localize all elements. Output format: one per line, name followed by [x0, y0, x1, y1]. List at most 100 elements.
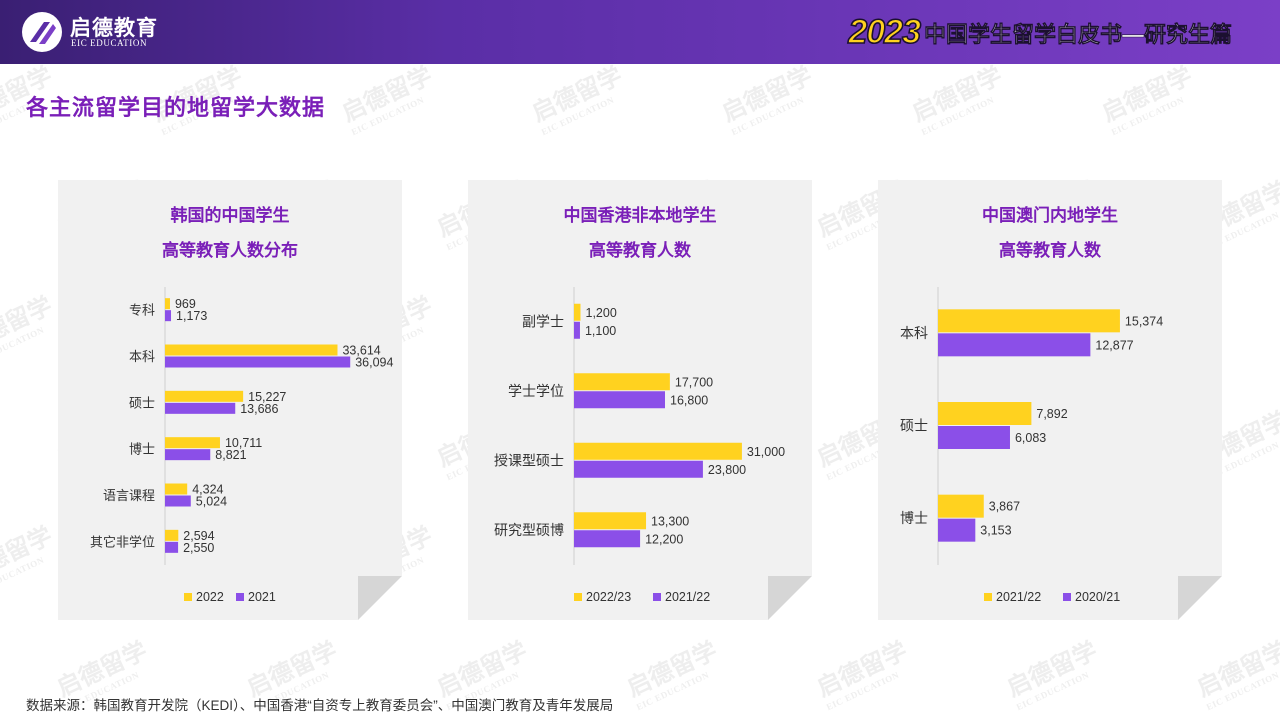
chart-title-line: 高等教育人数分布 [162, 241, 298, 260]
data-label: 31,000 [747, 445, 785, 459]
data-source-note: 数据来源：韩国教育开发院（KEDI）、中国香港“自资专上教育委员会”、中国澳门教… [26, 698, 614, 713]
legend-label: 2020/21 [1075, 590, 1120, 604]
category-label: 博士 [900, 510, 928, 526]
legend-swatch [236, 593, 244, 601]
chart-title-hongkong: 中国香港非本地学生 高等教育人数 [468, 198, 812, 268]
data-label: 10,711 [225, 436, 262, 450]
data-label: 7,892 [1036, 407, 1067, 421]
legend-label: 2021/22 [996, 590, 1041, 604]
data-label: 33,614 [342, 344, 380, 358]
data-label: 3,867 [989, 500, 1020, 514]
data-label: 2,550 [183, 541, 214, 555]
brand-name-en: EIC EDUCATION [71, 38, 148, 48]
bar-previous [165, 310, 172, 322]
data-label: 1,173 [176, 309, 207, 323]
chart-hongkong: 副学士 1,200 1,100 学士学位 17,700 16,800 授课型硕士 31,000… [494, 287, 785, 604]
data-label: 15,374 [1125, 314, 1163, 328]
page-fold-decoration [768, 576, 812, 620]
data-label: 1,200 [586, 306, 617, 320]
chart-title-line: 韩国的中国学生 [170, 206, 290, 225]
data-label: 4,324 [192, 483, 223, 497]
bar-current [574, 442, 742, 460]
category-label: 硕士 [900, 418, 928, 434]
chart-title-korea: 韩国的中国学生 高等教育人数分布 [58, 198, 402, 268]
eic-logo-icon [22, 12, 62, 52]
data-label: 6,083 [1015, 431, 1046, 445]
bar-current [165, 298, 170, 310]
bar-current [938, 402, 1032, 425]
bar-current [574, 303, 581, 321]
legend-swatch [574, 593, 582, 601]
chart-panel-macau: 中国澳门内地学生 高等教育人数 本科 15,374 12,877 硕士 7,892 6,0… [878, 180, 1222, 620]
data-label: 12,877 [1095, 338, 1133, 352]
bar-current [938, 309, 1120, 333]
bar-previous [165, 356, 351, 368]
bar-previous [165, 449, 211, 461]
chart-title-line: 高等教育人数 [589, 241, 691, 260]
data-label: 969 [175, 297, 196, 311]
category-label: 本科 [129, 349, 155, 364]
page-fold-decoration [358, 576, 402, 620]
chart-title-line: 中国澳门内地学生 [982, 206, 1118, 225]
bar-current [165, 483, 188, 495]
bar-previous [938, 518, 976, 542]
category-label: 本科 [900, 325, 928, 341]
category-label: 授课型硕士 [494, 452, 564, 468]
chart-panel-korea: 韩国的中国学生 高等教育人数分布 专科 969 1,173 本科 33,614 36,09… [58, 180, 402, 620]
data-label: 17,700 [675, 375, 713, 389]
data-label: 13,300 [651, 514, 689, 528]
bar-previous [165, 402, 236, 414]
bar-previous [938, 426, 1010, 449]
bar-current [165, 344, 338, 356]
bar-current [165, 390, 244, 402]
data-label: 1,100 [585, 324, 616, 338]
bar-current [938, 494, 984, 518]
category-label: 学士学位 [508, 383, 564, 399]
legend-label: 2022 [196, 590, 224, 604]
bar-current [574, 373, 670, 391]
data-label: 23,800 [708, 463, 746, 477]
chart-title-line: 高等教育人数 [999, 241, 1101, 260]
bar-previous [574, 460, 703, 478]
legend-swatch [1063, 593, 1071, 601]
chart-title-macau: 中国澳门内地学生 高等教育人数 [878, 198, 1222, 268]
legend-label: 2021 [248, 590, 276, 604]
report-year: 2023 [848, 12, 922, 52]
data-label: 3,153 [980, 524, 1011, 538]
brand-logo: 启德教育 EIC EDUCATION [22, 10, 172, 54]
data-label: 8,821 [215, 448, 246, 462]
bar-previous [574, 321, 580, 339]
report-title-text: 中国学生留学白皮书—研究生篇 [923, 21, 1233, 47]
data-label: 16,800 [670, 393, 708, 407]
bar-previous [574, 391, 665, 409]
bar-previous [574, 530, 641, 548]
legend-swatch [184, 593, 192, 601]
header-bar: 启德教育 EIC EDUCATION 2023 中国学生留学白皮书—研究生篇 [0, 0, 1280, 64]
data-label: 15,227 [248, 390, 286, 404]
bar-previous [165, 495, 191, 507]
page-fold-decoration [1178, 576, 1222, 620]
data-label: 13,686 [240, 402, 278, 416]
category-label: 研究型硕博 [494, 522, 564, 538]
chart-panel-hongkong: 中国香港非本地学生 高等教育人数 副学士 1,200 1,100 学士学位 17,700… [468, 180, 812, 620]
data-label: 5,024 [196, 495, 227, 509]
data-label: 36,094 [355, 356, 393, 370]
brand-name-cn: 启德教育 [70, 17, 158, 40]
section-title: 各主流留学目的地留学大数据 [26, 95, 326, 120]
category-label: 博士 [129, 442, 155, 457]
bar-previous [165, 541, 179, 553]
chart-title-line: 中国香港非本地学生 [563, 206, 717, 225]
category-label: 硕士 [129, 395, 155, 410]
legend-swatch [653, 593, 661, 601]
category-label: 语言课程 [103, 488, 155, 503]
data-label: 12,200 [645, 532, 683, 546]
category-label: 专科 [129, 303, 155, 318]
